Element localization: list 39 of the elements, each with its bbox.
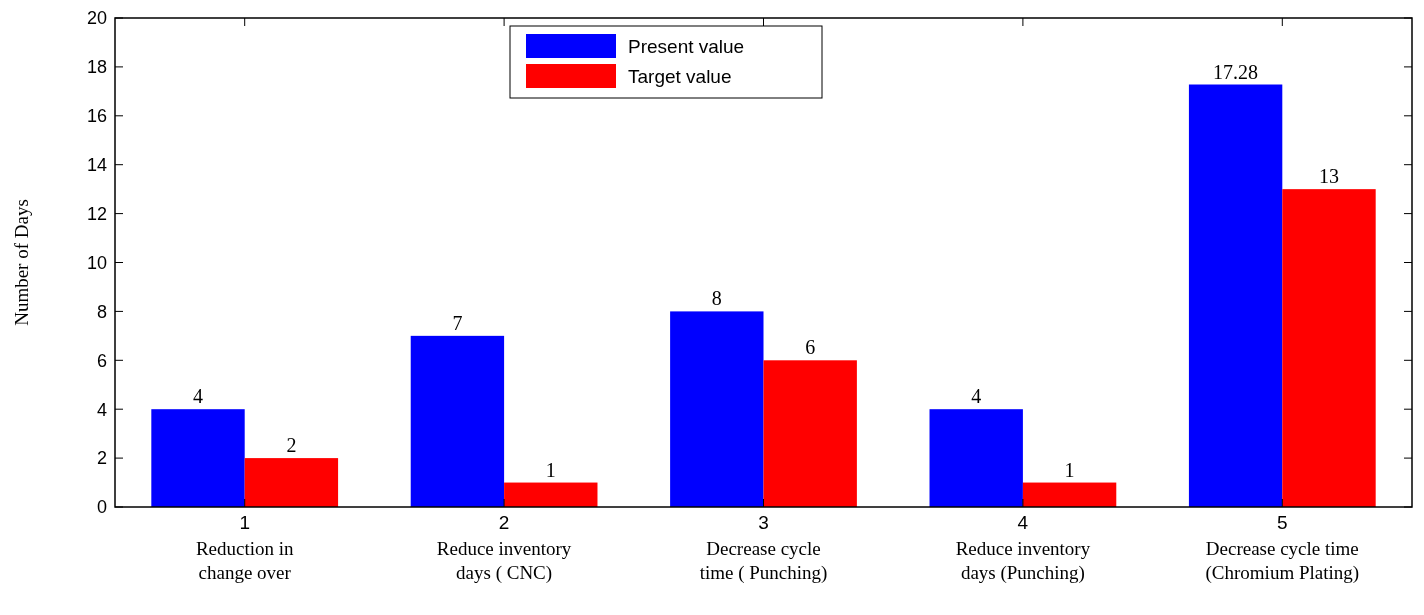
x-tick-label: 2 Reduce inventory days ( CNC) xyxy=(436,512,572,584)
y-tick-label: 6 xyxy=(96,350,107,371)
legend-label: Present value xyxy=(628,35,745,57)
y-tick-label: 10 xyxy=(86,252,107,273)
y-tick-label: 16 xyxy=(86,106,107,127)
data-label: 8 xyxy=(711,287,722,310)
data-label: 4 xyxy=(971,385,982,408)
bar xyxy=(1282,189,1376,507)
bar xyxy=(929,409,1023,507)
bar xyxy=(1022,482,1117,507)
bar xyxy=(410,335,505,507)
bar xyxy=(151,409,245,507)
y-tick-label: 14 xyxy=(86,155,107,175)
data-label: 13 xyxy=(1318,165,1339,188)
x-tick-label: 1 Reduction in change over xyxy=(195,512,295,583)
bar xyxy=(670,311,764,507)
y-axis-title: Number of Days xyxy=(11,199,32,326)
bar xyxy=(763,360,857,507)
legend-label: Target value xyxy=(628,65,732,87)
y-tick-label: 4 xyxy=(96,399,107,420)
x-tick-label: 5 Decrease cycle time (Chromium Plating) xyxy=(1205,512,1360,584)
data-label: 1 xyxy=(1064,458,1075,481)
data-label: 17.28 xyxy=(1213,60,1259,83)
data-label: 1 xyxy=(545,458,556,481)
y-tick-label: 8 xyxy=(96,301,107,322)
x-tick-label: 3 Decrease cycle time ( Punching) xyxy=(699,512,828,584)
y-tick-label: 2 xyxy=(96,448,107,469)
y-tick-label: 18 xyxy=(86,57,107,78)
y-tick-label: 20 xyxy=(86,8,107,29)
data-label: 6 xyxy=(805,336,816,359)
bar xyxy=(244,458,339,507)
y-tick-label: 12 xyxy=(86,203,107,224)
data-label: 2 xyxy=(286,434,297,457)
data-label: 4 xyxy=(193,385,204,408)
x-tick-label: 4 Reduce inventory days (Punching) xyxy=(955,512,1091,584)
bar xyxy=(504,482,598,507)
y-tick-label: 0 xyxy=(96,497,107,518)
data-label: 7 xyxy=(452,311,463,334)
bar xyxy=(1188,84,1283,507)
